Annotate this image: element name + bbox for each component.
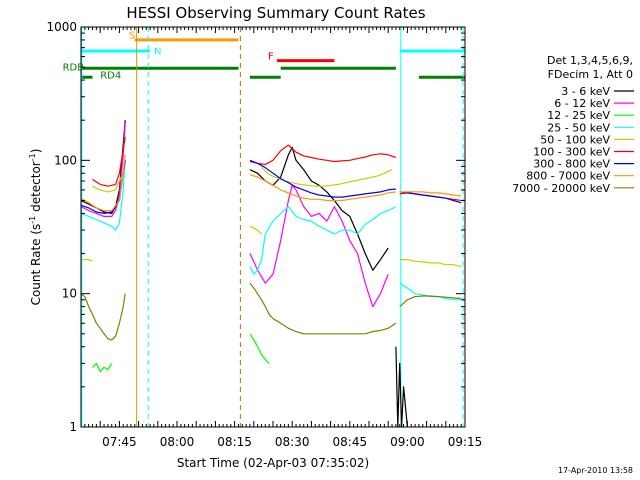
- x-tick-label: 09:15: [448, 435, 483, 449]
- x-tick-label: 09:00: [390, 435, 425, 449]
- series-5-segment-2: [399, 192, 462, 202]
- series-1-segment-0: [80, 123, 126, 217]
- series-4-segment-0: [81, 259, 93, 262]
- series-7-segment-1: [249, 174, 396, 202]
- plot-frame: [80, 26, 466, 428]
- flag-label-rd4: RD4: [100, 71, 121, 82]
- flag-label-f: F: [268, 52, 274, 63]
- series-6-segment-1: [249, 159, 396, 198]
- legend-header-line-2: FDecim 1, Att 0: [548, 68, 633, 81]
- x-axis-label: Start Time (02-Apr-03 07:35:02): [177, 456, 369, 470]
- y-axis-label-main: Count Rate (s: [29, 224, 43, 306]
- series-4-segment-4: [399, 259, 462, 268]
- x-tick-label: 08:00: [160, 435, 195, 449]
- series-7-segment-0: [80, 154, 126, 212]
- series-3-segment-0: [80, 160, 126, 231]
- legend-item-label: 50 - 100 keV: [540, 133, 610, 146]
- legend-item-label: 7000 - 20000 keV: [512, 182, 610, 195]
- y-axis-ticks: 1 10 100 1000: [46, 20, 465, 434]
- y-axis-label: Count Rate (s-1 detector-1): [28, 149, 43, 306]
- series-5-segment-1: [249, 144, 397, 166]
- flags-layer: S N F RDB RD4: [63, 30, 465, 82]
- flag-label-rdb: RDB: [63, 63, 85, 74]
- series-4-segment-2: [249, 225, 262, 235]
- series-8-segment-0: [80, 293, 126, 341]
- series-7-segment-2: [399, 191, 462, 197]
- legend-item-label: 6 - 12 keV: [554, 97, 610, 110]
- series-layer: [80, 120, 462, 428]
- chart-title: HESSI Observing Summary Count Rates: [126, 4, 425, 22]
- series-6-segment-2: [399, 191, 462, 204]
- x-axis-ticks: 07:45 08:00 08:15 08:30 08:45 09:00 09:15: [80, 27, 483, 449]
- legend-item-label: 800 - 7000 keV: [526, 170, 610, 183]
- x-tick-label: 07:45: [102, 435, 137, 449]
- flag-label-s: S: [129, 30, 135, 41]
- y-tick-label: 1: [69, 420, 77, 434]
- y-axis-label-end: ): [29, 149, 43, 154]
- y-axis-label-exponent-2: -1: [28, 153, 37, 161]
- series-8-segment-1: [249, 282, 397, 335]
- series-0-segment-2: [395, 346, 408, 428]
- legend-item-label: 3 - 6 keV: [561, 85, 610, 98]
- series-5-segment-0: [92, 136, 126, 187]
- x-tick-label: 08:15: [217, 435, 252, 449]
- legend-item-label: 300 - 800 keV: [533, 158, 610, 171]
- series-8-segment-2: [399, 295, 462, 308]
- series-6-segment-0: [80, 160, 126, 214]
- x-tick-label: 08:45: [333, 435, 368, 449]
- y-axis-label-middle: detector: [29, 161, 43, 216]
- legend-item-label: 100 - 300 keV: [533, 146, 610, 159]
- legend: Det 1,3,4,5,6,9, FDecim 1, Att 0 3 - 6 k…: [512, 54, 634, 195]
- series-1-segment-1: [249, 184, 389, 308]
- vertical-markers: [81, 27, 464, 427]
- legend-item-label: 25 - 50 keV: [547, 121, 610, 134]
- legend-item-label: 12 - 25 keV: [547, 109, 610, 122]
- flag-label-n: N: [154, 47, 161, 58]
- legend-header-line-1: Det 1,3,4,5,6,9,: [547, 54, 633, 67]
- y-tick-label: 100: [54, 153, 77, 167]
- x-tick-label: 08:30: [275, 435, 310, 449]
- series-2-segment-1: [249, 333, 270, 364]
- timestamp: 17-Apr-2010 13:58: [558, 466, 633, 475]
- series-2-segment-0: [92, 362, 113, 373]
- series-3-segment-1: [249, 206, 397, 275]
- y-axis-label-exponent-1: -1: [28, 216, 37, 224]
- y-tick-label: 1000: [46, 20, 77, 34]
- series-0-segment-1: [249, 146, 389, 271]
- y-tick-label: 10: [62, 287, 77, 301]
